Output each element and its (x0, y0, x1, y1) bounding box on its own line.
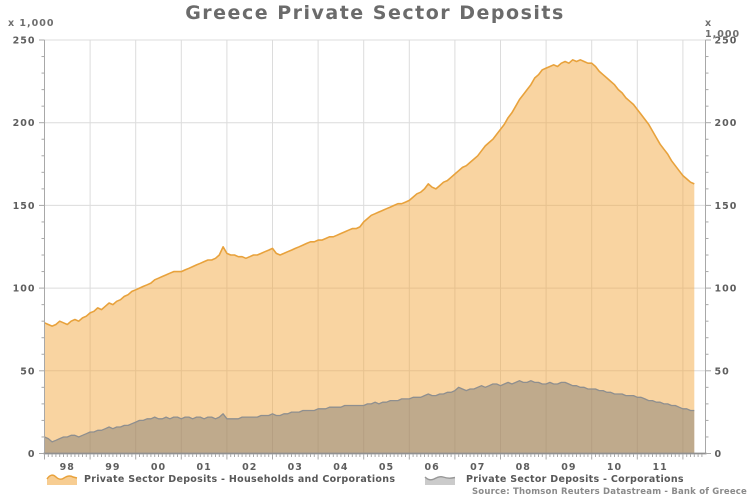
y-axis-label-right: 100 (715, 284, 738, 295)
x-axis-label: 05 (379, 462, 394, 473)
y-axis-label-left: 150 (13, 201, 36, 212)
x-axis-label: 02 (242, 462, 257, 473)
left-axis-unit-label: x 1,000 (8, 18, 55, 29)
households-line (44, 58, 695, 327)
x-axis-label: 98 (60, 462, 75, 473)
y-axis-label-right: 200 (715, 118, 738, 129)
y-axis-label-right: 0 (715, 449, 723, 460)
y-axis-label-right: 50 (715, 366, 730, 377)
y-axis-label-left: 50 (20, 366, 35, 377)
households-legend-label: Private Sector Deposits - Households and… (84, 474, 396, 485)
x-axis-label: 03 (288, 462, 303, 473)
y-axis-label-left: 0 (28, 449, 36, 460)
y-axis-label-right: 250 (715, 36, 738, 47)
chart-title: Greece Private Sector Deposits (185, 2, 565, 24)
corporations-area (44, 380, 695, 454)
x-axis-label: 06 (424, 462, 439, 473)
x-axis-label: 04 (333, 462, 348, 473)
source-note: Source: Thomson Reuters Datastream - Ban… (471, 487, 747, 497)
x-axis-label: 11 (652, 462, 667, 473)
corporations-line (44, 380, 695, 443)
y-axis-label-left: 200 (13, 118, 36, 129)
x-axis-label: 00 (151, 462, 166, 473)
x-axis-label: 10 (607, 462, 622, 473)
corporations-legend-swatch (424, 471, 456, 490)
x-axis-label: 08 (516, 462, 531, 473)
y-axis-label-left: 100 (13, 284, 36, 295)
households-area (44, 59, 695, 454)
y-axis-label-left: 250 (13, 36, 36, 47)
corporations-legend-label: Private Sector Deposits - Corporations (466, 474, 684, 485)
households-legend-swatch (46, 471, 78, 490)
right-axis-unit-label: x 1,000 (705, 18, 741, 40)
y-axis-label-right: 150 (715, 201, 738, 212)
x-axis-label: 07 (470, 462, 485, 473)
x-axis-label: 01 (196, 462, 211, 473)
x-axis-label: 09 (561, 462, 576, 473)
x-axis-label: 99 (105, 462, 120, 473)
